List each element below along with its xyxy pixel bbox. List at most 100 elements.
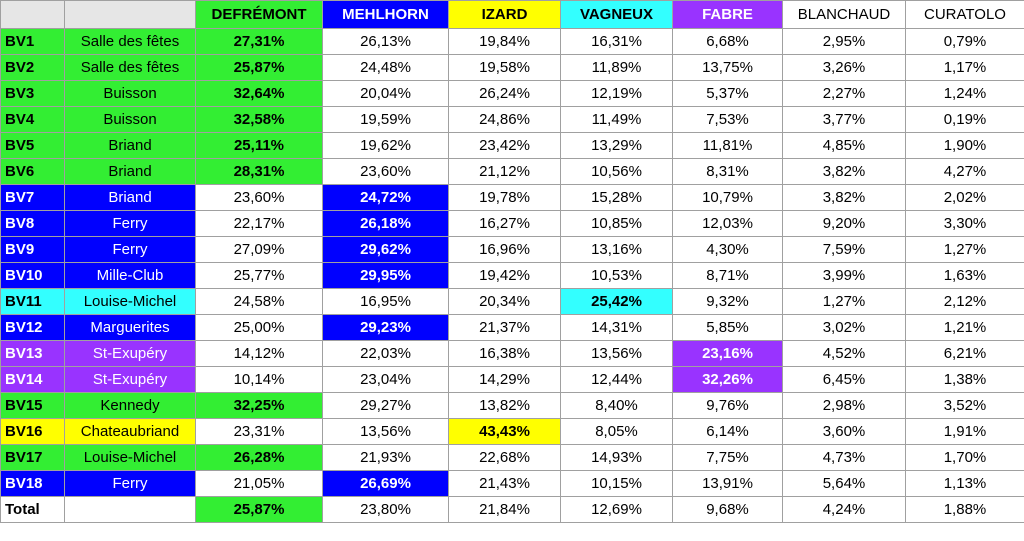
- result-cell: 8,05%: [560, 418, 673, 445]
- result-cell: 26,28%: [195, 444, 323, 471]
- result-cell: 9,20%: [782, 210, 906, 237]
- result-cell: 16,31%: [560, 28, 673, 55]
- result-cell: 32,25%: [195, 392, 323, 419]
- station-place: Chateaubriand: [64, 418, 196, 445]
- station-place: Briand: [64, 132, 196, 159]
- polling-station: BV14: [0, 366, 65, 393]
- result-cell: 27,09%: [195, 236, 323, 263]
- result-cell: 26,69%: [322, 470, 449, 497]
- result-cell: 32,26%: [672, 366, 783, 393]
- data-row: BV5 Briand 25,11% 19,62% 23,42% 13,29% 11,81% 4…: [0, 132, 1024, 159]
- result-cell: 3,02%: [782, 314, 906, 341]
- result-cell: 12,03%: [672, 210, 783, 237]
- result-cell: 25,11%: [195, 132, 323, 159]
- result-cell: 3,30%: [905, 210, 1024, 237]
- data-row: BV1 Salle des fêtes 27,31% 26,13% 19,84% 16,3…: [0, 28, 1024, 55]
- result-cell: 2,12%: [905, 288, 1024, 315]
- data-row: BV17 Louise-Michel 26,28% 21,93% 22,68% 14,93…: [0, 444, 1024, 471]
- result-cell: 23,42%: [448, 132, 561, 159]
- result-cell: 10,53%: [560, 262, 673, 289]
- result-cell: 8,31%: [672, 158, 783, 185]
- result-cell: 3,52%: [905, 392, 1024, 419]
- result-cell: 4,30%: [672, 236, 783, 263]
- result-cell: 1,91%: [905, 418, 1024, 445]
- result-cell: 14,29%: [448, 366, 561, 393]
- results-table: DEFRÉMONT MEHLHORN IZARD VAGNEUX FABRE BLANCH…: [0, 0, 1024, 523]
- station-place: Louise-Michel: [64, 444, 196, 471]
- result-cell: 10,14%: [195, 366, 323, 393]
- column-header: DEFRÉMONT: [195, 0, 323, 29]
- total-cell: 21,84%: [448, 496, 561, 523]
- result-cell: 25,42%: [560, 288, 673, 315]
- result-cell: 16,27%: [448, 210, 561, 237]
- result-cell: 6,21%: [905, 340, 1024, 367]
- result-cell: 9,76%: [672, 392, 783, 419]
- polling-station: BV17: [0, 444, 65, 471]
- result-cell: 11,49%: [560, 106, 673, 133]
- polling-station: BV15: [0, 392, 65, 419]
- data-row: BV6 Briand 28,31% 23,60% 21,12% 10,56% 8,31% 3,…: [0, 158, 1024, 185]
- table-body: DEFRÉMONT MEHLHORN IZARD VAGNEUX FABRE BLANCH…: [0, 0, 1024, 523]
- data-row: BV7 Briand 23,60% 24,72% 19,78% 15,28% 10,79% 3…: [0, 184, 1024, 211]
- result-cell: 4,52%: [782, 340, 906, 367]
- station-place: Briand: [64, 184, 196, 211]
- result-cell: 11,81%: [672, 132, 783, 159]
- result-cell: 0,19%: [905, 106, 1024, 133]
- result-cell: 4,73%: [782, 444, 906, 471]
- result-cell: 20,04%: [322, 80, 449, 107]
- result-cell: 24,48%: [322, 54, 449, 81]
- result-cell: 22,17%: [195, 210, 323, 237]
- result-cell: 1,90%: [905, 132, 1024, 159]
- total-cell: 9,68%: [672, 496, 783, 523]
- result-cell: 19,62%: [322, 132, 449, 159]
- result-cell: 16,95%: [322, 288, 449, 315]
- corner: [0, 0, 65, 29]
- result-cell: 21,05%: [195, 470, 323, 497]
- data-row: BV15 Kennedy 32,25% 29,27% 13,82% 8,40% 9,76% 2…: [0, 392, 1024, 419]
- result-cell: 13,56%: [560, 340, 673, 367]
- station-place: Salle des fêtes: [64, 28, 196, 55]
- result-cell: 43,43%: [448, 418, 561, 445]
- polling-station: BV12: [0, 314, 65, 341]
- polling-station: BV16: [0, 418, 65, 445]
- result-cell: 29,95%: [322, 262, 449, 289]
- total-cell: 4,24%: [782, 496, 906, 523]
- result-cell: 24,72%: [322, 184, 449, 211]
- result-cell: 4,27%: [905, 158, 1024, 185]
- result-cell: 32,64%: [195, 80, 323, 107]
- result-cell: 13,82%: [448, 392, 561, 419]
- result-cell: 9,32%: [672, 288, 783, 315]
- result-cell: 1,21%: [905, 314, 1024, 341]
- result-cell: 29,62%: [322, 236, 449, 263]
- station-place: Kennedy: [64, 392, 196, 419]
- total-label: Total: [0, 496, 65, 523]
- polling-station: BV9: [0, 236, 65, 263]
- column-header: VAGNEUX: [560, 0, 673, 29]
- result-cell: 21,93%: [322, 444, 449, 471]
- blank-cell: [64, 496, 196, 523]
- polling-station: BV2: [0, 54, 65, 81]
- data-row: BV14 St-Exupéry 10,14% 23,04% 14,29% 12,44% 32…: [0, 366, 1024, 393]
- result-cell: 23,31%: [195, 418, 323, 445]
- polling-station: BV3: [0, 80, 65, 107]
- result-cell: 23,60%: [322, 158, 449, 185]
- polling-station: BV5: [0, 132, 65, 159]
- result-cell: 16,38%: [448, 340, 561, 367]
- result-cell: 6,45%: [782, 366, 906, 393]
- result-cell: 2,02%: [905, 184, 1024, 211]
- result-cell: 1,13%: [905, 470, 1024, 497]
- result-cell: 21,43%: [448, 470, 561, 497]
- result-cell: 21,37%: [448, 314, 561, 341]
- result-cell: 26,24%: [448, 80, 561, 107]
- station-place: Salle des fêtes: [64, 54, 196, 81]
- result-cell: 3,60%: [782, 418, 906, 445]
- polling-station: BV10: [0, 262, 65, 289]
- result-cell: 23,16%: [672, 340, 783, 367]
- result-cell: 26,18%: [322, 210, 449, 237]
- station-place: Ferry: [64, 210, 196, 237]
- result-cell: 15,28%: [560, 184, 673, 211]
- station-place: Ferry: [64, 470, 196, 497]
- polling-station: BV11: [0, 288, 65, 315]
- total-cell: 25,87%: [195, 496, 323, 523]
